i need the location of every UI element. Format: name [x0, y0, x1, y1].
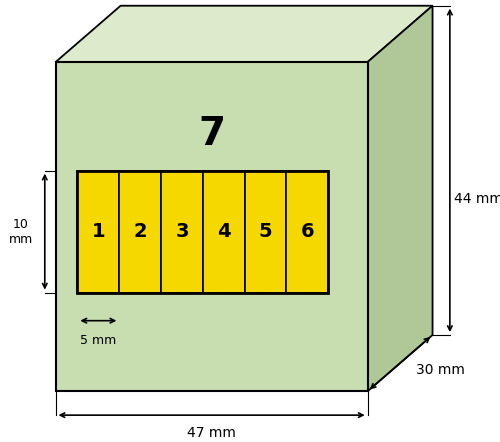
Bar [244, 171, 286, 293]
Text: 2: 2 [134, 222, 147, 241]
Bar [286, 171, 329, 293]
Polygon shape [56, 6, 432, 62]
Text: 10
mm: 10 mm [9, 217, 33, 246]
Text: 30 mm: 30 mm [416, 363, 465, 377]
Bar [78, 171, 120, 293]
Text: 44 mm: 44 mm [454, 191, 500, 206]
Text: 3: 3 [175, 222, 188, 241]
Bar [203, 171, 244, 293]
Text: 4: 4 [217, 222, 230, 241]
Text: 5 mm: 5 mm [80, 334, 116, 347]
Text: 6: 6 [300, 222, 314, 241]
Text: 7: 7 [198, 115, 225, 153]
Bar [161, 171, 203, 293]
Bar [56, 62, 368, 391]
Bar [120, 171, 161, 293]
Text: 1: 1 [92, 222, 105, 241]
Polygon shape [368, 6, 432, 391]
Text: 47 mm: 47 mm [187, 427, 236, 440]
Text: 5: 5 [258, 222, 272, 241]
Bar [78, 171, 328, 293]
